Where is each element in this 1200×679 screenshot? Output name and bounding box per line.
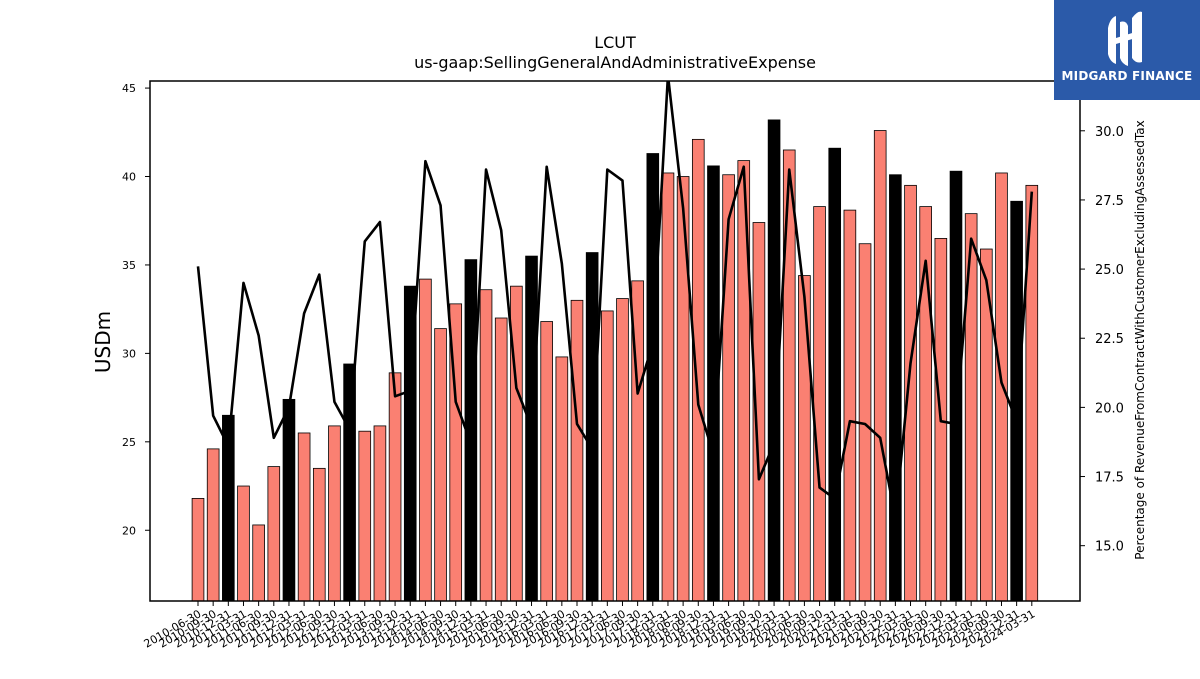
y-axis-left: 20 25 30 35 40 45: [122, 82, 150, 537]
y-tick-label: 35: [122, 259, 136, 272]
y2-tick-label: 15.0: [1095, 540, 1124, 555]
y-tick-label: 30: [122, 347, 136, 360]
bar-2018-03-31: [661, 172, 675, 602]
bar-2020-12-31: [828, 147, 842, 602]
chart-title: LCUT: [594, 33, 636, 52]
bar-2012-03-31: [297, 432, 311, 602]
bar-2020-03-31: [782, 149, 796, 602]
bar-2015-03-31: [479, 289, 493, 602]
bar-2016-03-31: [540, 321, 553, 602]
y-tick-label: 20: [122, 524, 136, 537]
logo-text: MIDGARD FINANCE: [1061, 69, 1193, 83]
y-tick-label: 45: [122, 82, 136, 95]
bar-2013-03-31: [358, 430, 372, 602]
bar-2012-12-31: [343, 363, 356, 602]
bar-2020-06-30: [798, 275, 811, 602]
bar-2015-06-30: [494, 317, 508, 602]
midgard-logo-icon: [1108, 11, 1142, 66]
y2-tick-label: 27.5: [1095, 194, 1124, 209]
bar-2016-06-30: [555, 356, 569, 602]
bar-2021-09-30: [873, 130, 887, 602]
bar-2021-03-31: [843, 209, 857, 602]
chart-subtitle: us-gaap:SellingGeneralAndAdministrativeE…: [414, 53, 816, 72]
bar-2020-09-30: [813, 206, 826, 602]
logo: MIDGARD FINANCE: [1054, 0, 1200, 100]
bar-2010-09-30: [206, 448, 220, 602]
bar-2013-09-30: [388, 372, 402, 602]
bar-2015-12-31: [525, 255, 538, 602]
bar-2011-12-31: [282, 398, 296, 602]
bar-2023-09-30: [995, 172, 1008, 602]
bar-2017-12-31: [646, 153, 660, 602]
bar-2016-09-30: [570, 299, 584, 602]
bar-2017-06-30: [616, 298, 629, 602]
y-tick-label: 25: [122, 436, 136, 449]
y2-tick-label: 17.5: [1095, 471, 1124, 486]
y-axis-label: USDm: [91, 311, 115, 373]
y-axis-right: 15.0 17.5 20.0 22.5 25.0 27.5 30.0: [1080, 125, 1124, 555]
line-layer: [196, 81, 1034, 520]
y2-tick-label: 22.5: [1095, 332, 1124, 347]
plot-border: [149, 80, 1081, 602]
bar-2012-06-30: [312, 467, 326, 602]
bar-2011-03-31: [237, 485, 250, 602]
ratio-line: [196, 81, 1034, 520]
bar-2018-06-30: [676, 176, 690, 602]
bar-2011-06-30: [252, 524, 265, 602]
y2-tick-label: 20.0: [1095, 401, 1124, 416]
bar-2021-12-31: [889, 174, 902, 602]
bar-2023-12-31: [1010, 200, 1023, 602]
y2-tick-label: 25.0: [1095, 263, 1124, 278]
bar-2018-09-30: [691, 138, 705, 602]
bar-2023-03-31: [964, 213, 978, 602]
x-axis: 2010-06-302010-09-302010-12-312011-03-31…: [142, 601, 1037, 651]
bar-2013-06-30: [373, 425, 387, 602]
y-tick-label: 40: [122, 171, 136, 184]
plot-frame: [149, 80, 1081, 602]
bar-2010-06-30: [191, 498, 205, 602]
bar-2014-06-30: [434, 328, 447, 602]
y2-axis-label: Percentage of RevenueFromContractWithCus…: [1133, 120, 1147, 559]
y2-tick-label: 30.0: [1095, 125, 1124, 140]
bar-2017-03-31: [601, 310, 614, 602]
bar-2014-03-31: [419, 278, 432, 602]
bar-2012-09-30: [328, 425, 341, 602]
bar-2011-09-30: [267, 466, 281, 602]
